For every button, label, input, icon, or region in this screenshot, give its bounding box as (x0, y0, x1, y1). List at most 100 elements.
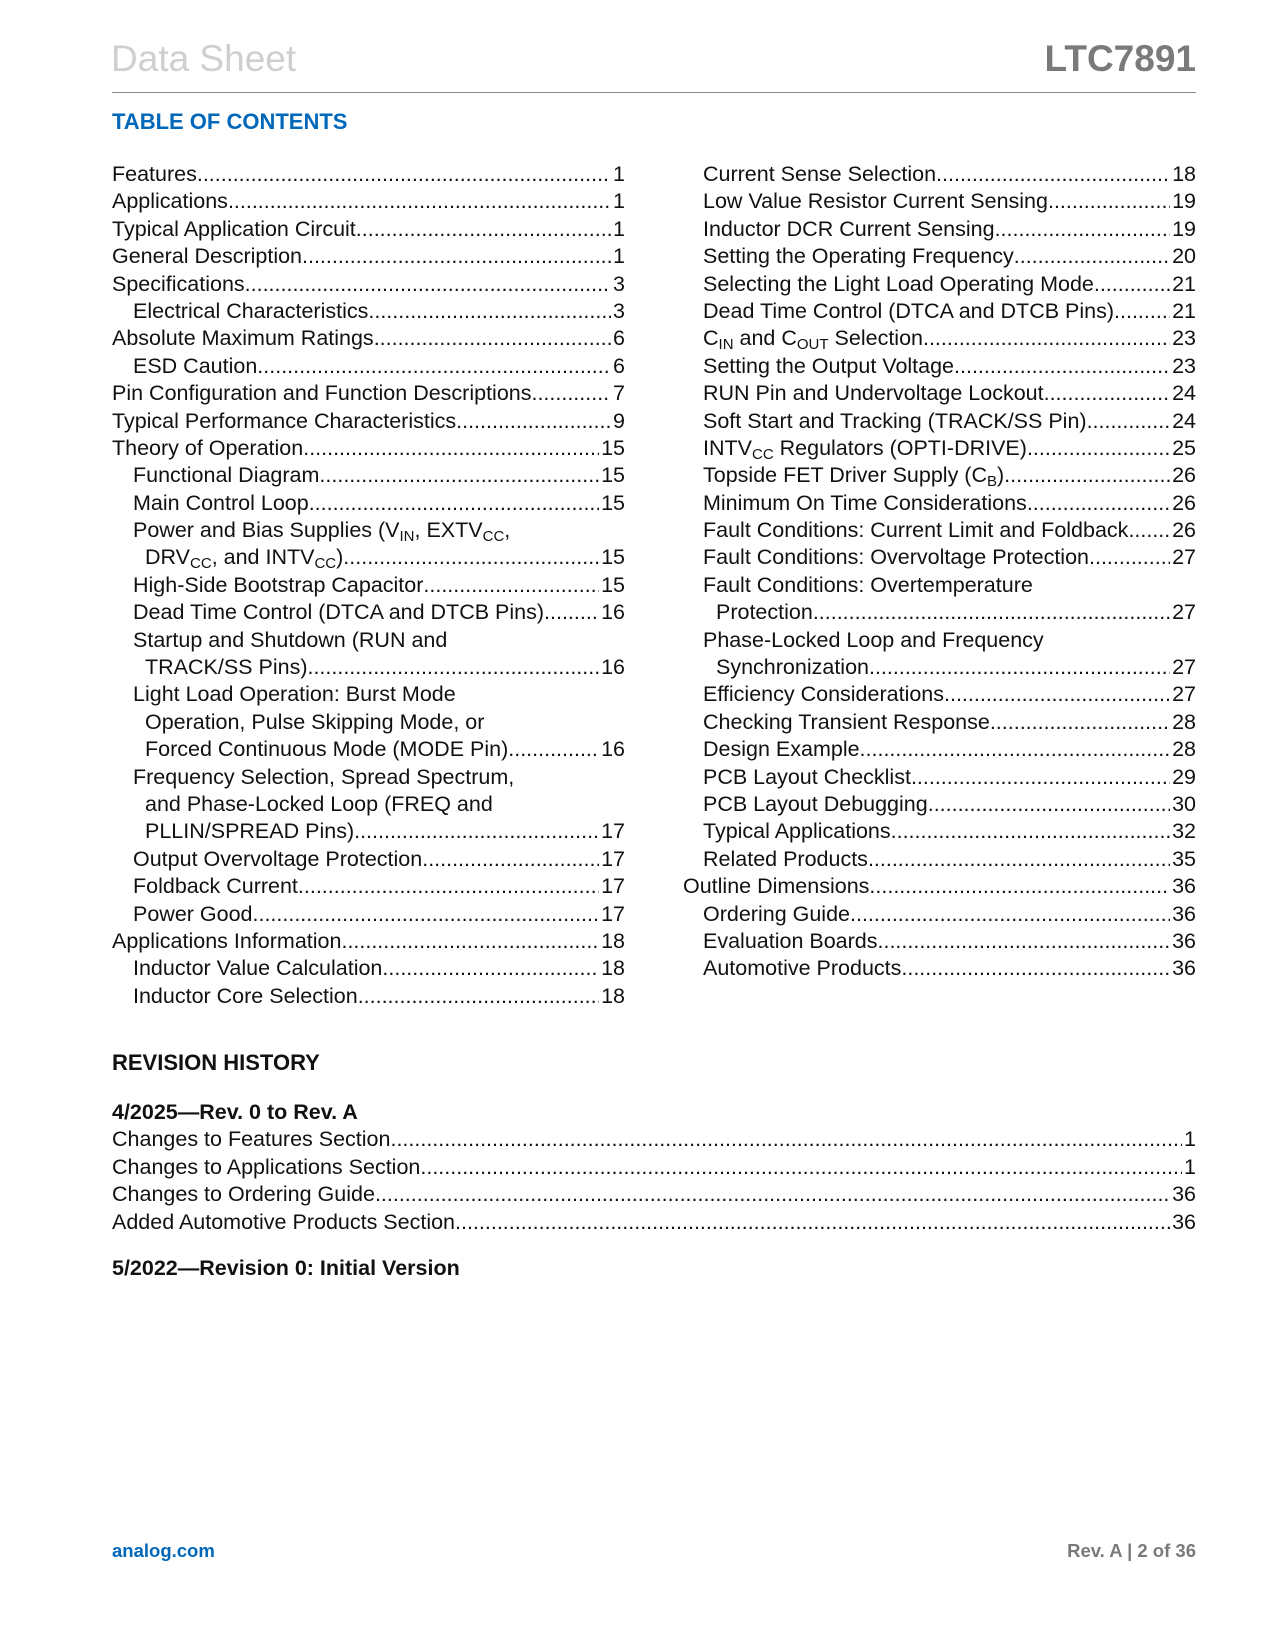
toc-entry[interactable]: Outline Dimensions 36 (683, 873, 1196, 900)
toc-entry-title: Fault Conditions: Current Limit and Fold… (703, 518, 1129, 543)
toc-entry[interactable]: Setting the Operating Frequency 20 (683, 243, 1196, 270)
analog-link[interactable]: analog.com (112, 1540, 215, 1561)
toc-entry[interactable]: Fault Conditions: Current Limit and Fold… (683, 517, 1196, 544)
toc-line: RUN Pin and Undervoltage Lockout 24 (683, 380, 1196, 407)
toc-column-left: Features1Applications1Typical Applicatio… (112, 161, 625, 1010)
toc-entry[interactable]: Light Load Operation: Burst Mode Operatio… (112, 681, 625, 763)
toc-entry[interactable]: Power Good 17 (112, 901, 625, 928)
toc-page-number: 26 (1172, 518, 1196, 543)
toc-entry-title: Protection (716, 600, 813, 625)
toc-entry-title: General Description (112, 244, 303, 269)
toc-line: Low Value Resistor Current Sensing 19 (683, 188, 1196, 215)
leader-dots (343, 544, 599, 571)
toc-entry[interactable]: Efficiency Considerations 27 (683, 681, 1196, 708)
toc-line: Foldback Current 17 (112, 873, 625, 900)
toc-line: Setting the Operating Frequency 20 (683, 243, 1196, 270)
toc-entry[interactable]: Output Overvoltage Protection 17 (112, 846, 625, 873)
toc-page-number: 19 (1172, 189, 1196, 214)
toc-entry-title: Typical Applications (703, 819, 891, 844)
toc-line: Protection 27 (683, 599, 1196, 626)
leader-dots (309, 490, 599, 517)
toc-entry[interactable]: CIN and COUT Selection 23 (683, 325, 1196, 352)
toc-entry[interactable]: Fault Conditions: Overvoltage Protection… (683, 544, 1196, 571)
toc-entry[interactable]: Dead Time Control (DTCA and DTCB Pins) 16 (112, 599, 625, 626)
toc-entry[interactable]: Low Value Resistor Current Sensing 19 (683, 188, 1196, 215)
toc-line: Fault Conditions: Overtemperature (683, 572, 1196, 599)
toc-entry[interactable]: Checking Transient Response 28 (683, 709, 1196, 736)
toc-entry[interactable]: Theory of Operation 15 (112, 435, 625, 462)
toc-entry[interactable]: Applications 1 (112, 188, 625, 215)
toc-entry[interactable]: High-Side Bootstrap Capacitor 15 (112, 572, 625, 599)
toc-entry[interactable]: Setting the Output Voltage 23 (683, 353, 1196, 380)
leader-dots (422, 846, 599, 873)
toc-entry[interactable]: Ordering Guide 36 (683, 901, 1196, 928)
toc-page-number: 21 (1172, 298, 1196, 323)
toc-entry[interactable]: Pin Configuration and Function Descripti… (112, 380, 625, 407)
toc-line: Pin Configuration and Function Descripti… (112, 380, 625, 407)
toc-entry[interactable]: Soft Start and Tracking (TRACK/SS Pin) 24 (683, 408, 1196, 435)
revision-date: 4/2025—Rev. 0 to Rev. A (112, 1100, 358, 1124)
leader-dots (390, 1126, 1182, 1153)
toc-entry[interactable]: Related Products 35 (683, 846, 1196, 873)
toc-entry[interactable]: Topside FET Driver Supply (CB) 26 (683, 462, 1196, 489)
toc-entry[interactable]: Frequency Selection, Spread Spectrum, and… (112, 764, 625, 846)
toc-line: Theory of Operation 15 (112, 435, 625, 462)
leader-dots (456, 408, 611, 435)
toc-entry[interactable]: Power and Bias Supplies (VIN, EXTVCC, DRV… (112, 517, 625, 572)
toc-entry[interactable]: Minimum On Time Considerations 26 (683, 490, 1196, 517)
toc-entry[interactable]: Functional Diagram 15 (112, 462, 625, 489)
toc-entry[interactable]: Typical Performance Characteristics 9 (112, 408, 625, 435)
toc-page-number: 24 (1172, 408, 1196, 433)
toc-entry-title: Functional Diagram (133, 463, 320, 488)
change-text: Added Automotive Products Section (112, 1209, 456, 1234)
toc-entry[interactable]: Specifications 3 (112, 271, 625, 298)
toc-entry[interactable]: Typical Application Circuit 1 (112, 216, 625, 243)
change-page: 36 (1172, 1182, 1196, 1207)
toc-entry[interactable]: PCB Layout Debugging 30 (683, 791, 1196, 818)
toc-entry[interactable]: Inductor Value Calculation 18 (112, 955, 625, 982)
toc-line: Frequency Selection, Spread Spectrum, (112, 764, 625, 791)
toc-entry[interactable]: RUN Pin and Undervoltage Lockout 24 (683, 380, 1196, 407)
toc-entry[interactable]: Startup and Shutdown (RUN and TRACK/SS Pi… (112, 627, 625, 682)
toc-page-number: 16 (601, 655, 625, 680)
toc-line: Phase-Locked Loop and Frequency (683, 627, 1196, 654)
toc-line: Soft Start and Tracking (TRACK/SS Pin) 24 (683, 408, 1196, 435)
toc-entry[interactable]: Evaluation Boards 36 (683, 928, 1196, 955)
toc-entry[interactable]: Selecting the Light Load Operating Mode 2… (683, 271, 1196, 298)
toc-page-number: 17 (601, 819, 625, 844)
toc-entry[interactable]: Current Sense Selection 18 (683, 161, 1196, 188)
toc-entry[interactable]: Electrical Characteristics 3 (112, 298, 625, 325)
toc-entry[interactable]: Foldback Current 17 (112, 873, 625, 900)
toc-entry[interactable]: Typical Applications 32 (683, 818, 1196, 845)
change-page: 36 (1172, 1209, 1196, 1234)
subscript: OUT (796, 336, 829, 354)
toc-page-number: 23 (1172, 326, 1196, 351)
leader-dots (354, 818, 599, 845)
toc-entry[interactable]: General Description 1 (112, 243, 625, 270)
toc-entry-title: DRVCC, and INTVCC) (145, 545, 344, 573)
toc-page-number: 3 (613, 298, 625, 323)
toc-entry[interactable]: Inductor Core Selection 18 (112, 983, 625, 1010)
toc-entry-title: and Phase-Locked Loop (FREQ and (145, 791, 493, 816)
toc-entry[interactable]: Absolute Maximum Ratings 6 (112, 325, 625, 352)
toc-line: PLLIN/SPREAD Pins) 17 (112, 818, 625, 845)
toc-entry[interactable]: Applications Information 18 (112, 928, 625, 955)
toc-entry[interactable]: Main Control Loop 15 (112, 490, 625, 517)
toc-entry[interactable]: Dead Time Control (DTCA and DTCB Pins) 21 (683, 298, 1196, 325)
toc-entry[interactable]: INTVCC Regulators (OPTI-DRIVE) 25 (683, 435, 1196, 462)
toc-entry-title: Outline Dimensions (683, 874, 870, 899)
toc-entry[interactable]: Inductor DCR Current Sensing 19 (683, 216, 1196, 243)
toc-entry-title: Specifications (112, 271, 245, 296)
toc-entry[interactable]: PCB Layout Checklist 29 (683, 764, 1196, 791)
toc-entry[interactable]: Automotive Products 36 (683, 955, 1196, 982)
leader-dots (1087, 408, 1171, 435)
toc-line: Efficiency Considerations 27 (683, 681, 1196, 708)
leader-dots (1089, 544, 1170, 571)
toc-entry[interactable]: ESD Caution 6 (112, 353, 625, 380)
toc-page-number: 1 (613, 189, 625, 214)
toc-line: Inductor Core Selection 18 (112, 983, 625, 1010)
toc-entry[interactable]: Design Example 28 (683, 736, 1196, 763)
toc-entry[interactable]: Phase-Locked Loop and Frequency Synchroni… (683, 627, 1196, 682)
toc-entry[interactable]: Features 1 (112, 161, 625, 188)
toc-entry[interactable]: Fault Conditions: Overtemperature Protect… (683, 572, 1196, 627)
